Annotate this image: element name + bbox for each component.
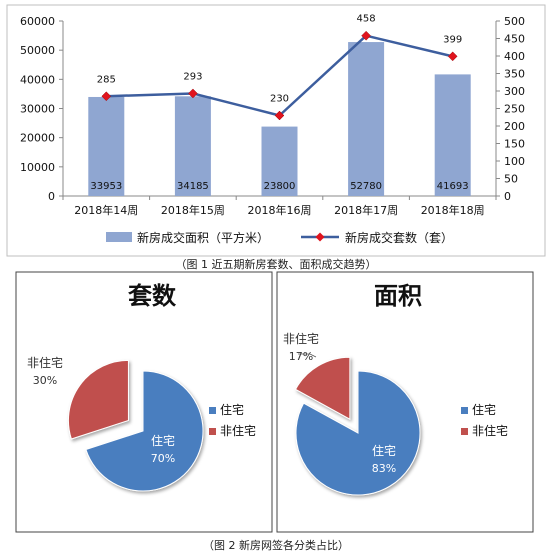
- line-data-label: 230: [270, 94, 289, 105]
- pie-slice-label: 住宅: [151, 433, 175, 448]
- x-tick-label: 2018年16周: [248, 203, 312, 217]
- pie-slice-value: 70%: [151, 452, 175, 465]
- pie-title: 面积: [374, 282, 422, 310]
- pie-slice-label: 住宅: [372, 443, 396, 458]
- legend-marker-sample: [315, 232, 325, 242]
- y-right-tick-label: 250: [504, 103, 525, 116]
- pie-slice-value: 17%: [289, 350, 313, 363]
- pie-slice: [294, 356, 351, 421]
- pie-legend-swatch: [209, 407, 216, 414]
- line-data-label: 293: [183, 71, 202, 82]
- y-left-tick-label: 40000: [20, 73, 55, 86]
- bar: [434, 74, 471, 196]
- pie-legend-label: 住宅: [220, 402, 244, 417]
- y-left-tick-label: 60000: [20, 15, 55, 28]
- y-right-tick-label: 400: [504, 50, 525, 63]
- y-left-tick-label: 10000: [20, 161, 55, 174]
- line-point: [447, 51, 458, 62]
- bar: [174, 96, 211, 196]
- pie-slice: [67, 359, 129, 440]
- line-data-label: 399: [443, 34, 462, 45]
- pie-title: 套数: [128, 282, 177, 310]
- bar: [88, 96, 125, 196]
- y-right-tick-label: 100: [504, 155, 525, 168]
- line-data-label: 285: [97, 74, 116, 85]
- line-point: [361, 30, 371, 41]
- pie-leader-line: [298, 353, 317, 358]
- y-right-tick-label: 200: [504, 120, 525, 133]
- y-right-tick-label: 150: [504, 138, 525, 151]
- y-left-tick-label: 50000: [20, 44, 55, 57]
- pie-legend-swatch: [209, 428, 216, 435]
- line-point: [101, 91, 112, 102]
- y-right-tick-label: 0: [504, 190, 511, 203]
- legend-swatch-bars: [106, 232, 132, 242]
- pie-slice: [85, 370, 204, 492]
- bar-data-label: 52780: [350, 181, 382, 192]
- x-tick-label: 2018年17周: [334, 203, 398, 217]
- pie-legend-label: 非住宅: [472, 423, 508, 438]
- pie-legend-label: 住宅: [472, 402, 496, 417]
- pie-legend-swatch: [461, 407, 468, 414]
- pie-legend-label: 非住宅: [220, 423, 256, 438]
- combo-chart: 0 10000 20000 30000 40000 50000 60000 0 50 100 150…: [20, 14, 525, 245]
- figure1-caption: （图 1 近五期新房套数、面积成交趋势）: [176, 257, 377, 271]
- y-right-tick-label: 500: [504, 15, 525, 28]
- line-point: [274, 110, 285, 121]
- x-tick-label: 2018年15周: [161, 203, 225, 217]
- line-data-label: 458: [357, 14, 376, 25]
- x-tick-label: 2018年14周: [74, 203, 138, 217]
- y-left-tick-label: 30000: [20, 103, 55, 116]
- y-right-tick-label: 300: [504, 85, 525, 98]
- pie-legend-swatch: [461, 428, 468, 435]
- pie-slice: [295, 370, 421, 496]
- pie-slice-value: 30%: [33, 374, 57, 387]
- bar-data-label: 33953: [90, 181, 122, 192]
- y-left-tick-label: 20000: [20, 132, 55, 145]
- y-left-tick-label: 0: [48, 190, 55, 203]
- pie-slice-value: 83%: [372, 462, 396, 475]
- x-tick-label: 2018年18周: [421, 203, 485, 217]
- pie-slice-label: 非住宅: [283, 331, 319, 346]
- bar: [261, 126, 298, 196]
- line-point: [188, 88, 198, 99]
- y-right-tick-label: 350: [504, 68, 525, 81]
- bar-data-label: 23800: [264, 181, 296, 192]
- legend-label-bars: 新房成交面积（平方米）: [137, 230, 269, 245]
- bar: [348, 42, 385, 196]
- figure2-caption: （图 2 新房网签各分类占比）: [203, 538, 349, 552]
- bar-data-label: 34185: [177, 181, 209, 192]
- y-right-tick-label: 50: [504, 173, 518, 186]
- bar-data-label: 41693: [437, 181, 469, 192]
- y-right-tick-label: 450: [504, 33, 525, 46]
- legend-label-line: 新房成交套数（套）: [345, 230, 453, 245]
- pie-slice-label: 非住宅: [27, 355, 63, 370]
